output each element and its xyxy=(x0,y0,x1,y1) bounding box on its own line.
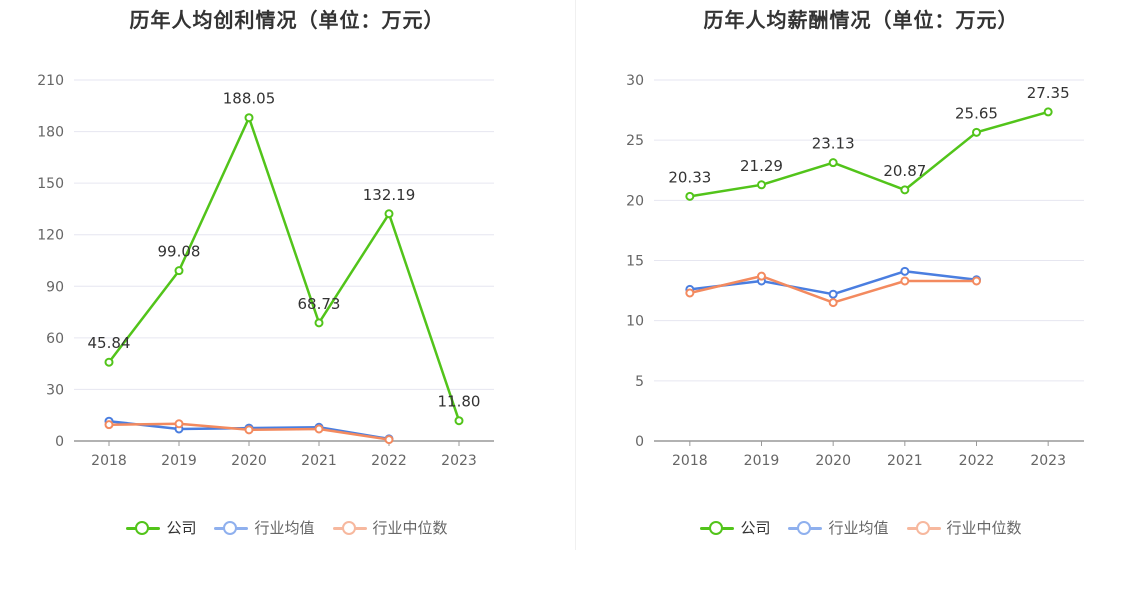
legend-industry-avg[interactable]: 行业均值 xyxy=(214,517,315,538)
y-tick-label: 210 xyxy=(37,73,64,89)
x-tick-label: 2019 xyxy=(161,453,197,469)
data-point-company xyxy=(900,185,910,195)
panel-divider xyxy=(575,0,576,550)
data-point-industry-median xyxy=(244,425,254,435)
x-tick-label: 2018 xyxy=(672,453,708,469)
y-tick-label: 10 xyxy=(626,314,644,330)
data-point-industry-median xyxy=(828,298,838,308)
x-tick-label: 2021 xyxy=(301,453,337,469)
x-tick-label: 2022 xyxy=(371,453,407,469)
data-point-company xyxy=(104,357,114,367)
y-tick-label: 30 xyxy=(46,382,64,398)
x-tick-label: 2020 xyxy=(815,453,851,469)
y-tick-label: 15 xyxy=(626,254,644,270)
data-point-industry-avg xyxy=(900,266,910,276)
salary-chart-svg: 0 5 10 15 20 25 30 2018 2019 2020 2021 2022 2023 20.3… xyxy=(626,73,1084,469)
y-tick-label: 0 xyxy=(55,434,64,450)
data-label: 23.13 xyxy=(812,135,855,153)
y-tick-label: 150 xyxy=(37,176,64,192)
x-tick-label: 2019 xyxy=(744,453,780,469)
data-point-company xyxy=(314,318,324,328)
line-circle-icon xyxy=(126,520,161,535)
legend-industry-median[interactable]: 行业中位数 xyxy=(332,517,448,538)
data-label: 21.29 xyxy=(740,157,783,175)
data-point-company xyxy=(174,266,184,276)
data-label: 45.84 xyxy=(88,334,131,352)
series-line-company xyxy=(108,116,461,422)
legend-company[interactable]: 公司 xyxy=(700,517,770,538)
data-label: 11.80 xyxy=(438,393,481,411)
legend-company[interactable]: 公司 xyxy=(126,517,196,538)
data-point-company xyxy=(454,416,464,426)
x-tick-label: 2023 xyxy=(1030,453,1066,469)
data-point-company xyxy=(828,158,838,168)
x-tick-label: 2020 xyxy=(231,453,267,469)
data-point-industry-median xyxy=(972,276,981,286)
data-label: 68.73 xyxy=(298,295,341,313)
chart-title: 历年人均薪酬情况（单位：万元） xyxy=(703,8,1019,32)
salary-chart-panel: 历年人均薪酬情况（单位：万元） 0 5 10 15 20 25 30 2018 2019 2020… xyxy=(574,0,1148,589)
data-label: 20.33 xyxy=(668,168,711,186)
y-tick-label: 30 xyxy=(626,73,644,89)
y-tick-label: 25 xyxy=(626,133,644,149)
data-label: 27.35 xyxy=(1027,84,1070,102)
line-circle-icon xyxy=(788,520,823,535)
chart-title: 历年人均创利情况（单位：万元） xyxy=(129,8,445,32)
data-point-industry-median xyxy=(900,276,910,286)
y-tick-label: 0 xyxy=(635,434,644,450)
y-tick-label: 60 xyxy=(46,331,64,347)
data-point-industry-median xyxy=(685,288,695,298)
data-point-company xyxy=(972,127,981,137)
data-label: 188.05 xyxy=(223,90,276,108)
data-point-company xyxy=(1043,107,1053,117)
x-tick-label: 2018 xyxy=(91,453,127,469)
data-point-industry-median xyxy=(384,435,394,445)
data-label: 25.65 xyxy=(955,104,998,122)
data-point-industry-median xyxy=(174,419,184,429)
data-point-industry-median xyxy=(757,271,766,281)
data-label: 132.19 xyxy=(363,186,416,204)
data-point-company xyxy=(244,113,254,123)
profit-chart-panel: 历年人均创利情况（单位：万元） 0 30 60 90 120 150 180 210 2018 2… xyxy=(0,8,574,538)
chart-legend: 公司 行业均值 行业中位数 xyxy=(574,517,1148,538)
y-tick-label: 5 xyxy=(635,374,644,390)
line-circle-icon xyxy=(214,520,249,535)
chart-legend: 公司 行业均值 行业中位数 xyxy=(0,517,574,538)
line-circle-icon xyxy=(906,520,941,535)
data-point-industry-avg xyxy=(828,289,838,299)
x-tick-label: 2021 xyxy=(887,453,923,469)
legend-industry-median[interactable]: 行业中位数 xyxy=(906,517,1022,538)
data-point-company xyxy=(685,191,695,201)
data-point-company xyxy=(757,180,766,190)
data-point-company xyxy=(384,209,394,219)
line-circle-icon xyxy=(700,520,735,535)
data-point-industry-median xyxy=(104,420,114,430)
y-tick-label: 120 xyxy=(37,228,64,244)
y-tick-label: 180 xyxy=(37,125,64,141)
y-tick-label: 20 xyxy=(626,193,644,209)
data-point-industry-median xyxy=(314,424,324,434)
x-tick-label: 2023 xyxy=(441,453,477,469)
data-label: 20.87 xyxy=(883,162,926,180)
x-tick-label: 2022 xyxy=(959,453,995,469)
profit-chart-svg: 0 30 60 90 120 150 180 210 2018 2019 2020 2021 2022 2… xyxy=(37,73,494,469)
data-label: 99.08 xyxy=(158,243,201,261)
series-line-company xyxy=(689,110,1049,198)
line-circle-icon xyxy=(332,520,367,535)
y-tick-label: 90 xyxy=(46,279,64,295)
legend-industry-avg[interactable]: 行业均值 xyxy=(788,517,889,538)
